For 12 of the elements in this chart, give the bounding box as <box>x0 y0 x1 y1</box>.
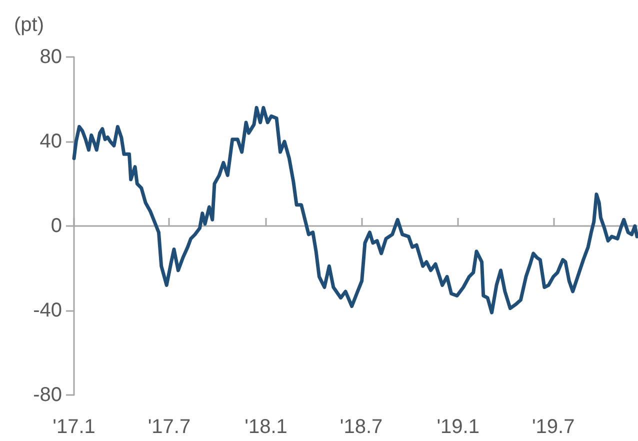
y-tick-label: -80 <box>33 384 62 406</box>
x-tick-label: '17.1 <box>52 416 96 438</box>
y-tick-label: 40 <box>40 130 62 152</box>
x-tick-label: '19.1 <box>436 416 480 438</box>
y-tick-label: 0 <box>50 215 62 237</box>
x-tick-label: '19.7 <box>532 416 575 438</box>
y-axis-title: (pt) <box>14 14 44 36</box>
y-tick-label: -40 <box>33 300 62 322</box>
x-tick-label: '18.1 <box>244 416 288 438</box>
x-tick-label: '18.7 <box>340 416 383 438</box>
x-tick-label: '17.7 <box>148 416 191 438</box>
y-tick-label: 80 <box>40 46 62 68</box>
